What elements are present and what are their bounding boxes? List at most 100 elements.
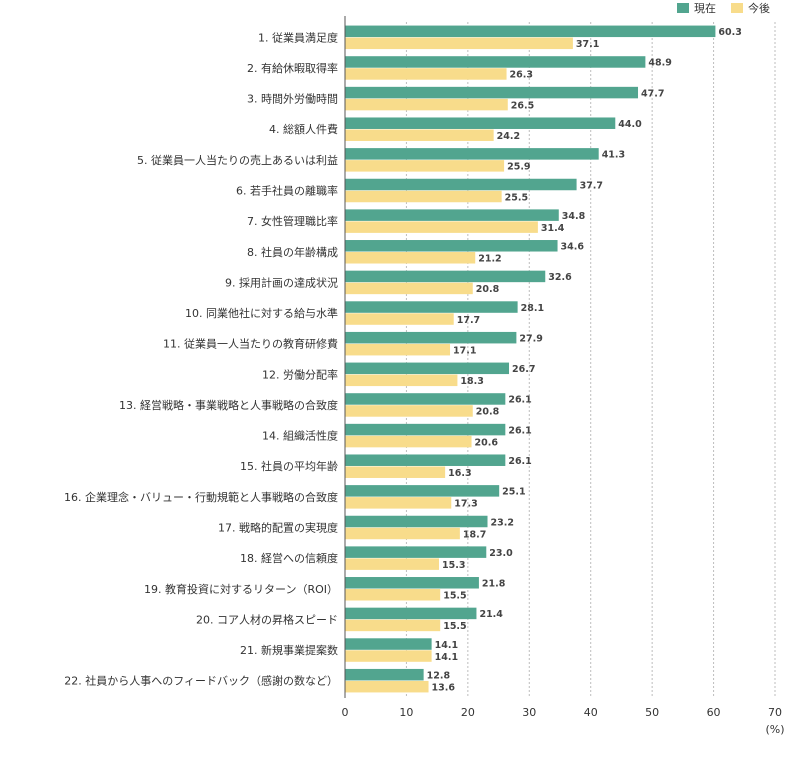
bar-future (345, 68, 507, 80)
legend-swatch (677, 3, 689, 13)
x-tick-label: 70 (768, 706, 782, 719)
x-tick-label: 20 (461, 706, 475, 719)
data-label: 26.3 (510, 70, 533, 81)
data-label: 26.1 (508, 456, 531, 467)
x-axis: 0 10 20 30 40 50 60 70 (%) (342, 16, 785, 736)
bar-future (345, 680, 429, 693)
bar-current (345, 362, 510, 375)
x-tick-label: 60 (707, 706, 721, 719)
x-unit-label: (%) (765, 723, 784, 736)
bar-future (345, 558, 439, 570)
data-label: 14.1 (435, 640, 458, 651)
data-label: 44.0 (618, 119, 642, 130)
category-label: 8. 社員の年齢構成 (247, 245, 338, 259)
bar-current (345, 577, 479, 589)
data-label: 17.3 (454, 499, 477, 510)
bar-current (345, 546, 487, 558)
x-tick-label: 50 (645, 706, 659, 719)
data-label: 26.5 (511, 100, 534, 111)
data-label: 41.3 (602, 150, 625, 161)
data-label: 17.1 (453, 345, 476, 356)
category-label: 10. 同業他社に対する給与水準 (185, 306, 338, 320)
data-label: 25.9 (507, 162, 530, 173)
bar-future (345, 98, 508, 111)
x-tick-label: 0 (342, 706, 349, 719)
bar-future (345, 466, 446, 478)
data-label: 34.6 (561, 242, 585, 253)
bar-future (345, 619, 441, 632)
data-label: 21.8 (482, 579, 506, 590)
bar-current (345, 178, 577, 191)
chart-legend: 現在 今後 (677, 1, 770, 15)
data-label: 27.9 (519, 333, 542, 344)
bar-future (345, 435, 472, 448)
data-label: 20.8 (476, 407, 500, 418)
data-label: 23.2 (491, 517, 514, 528)
x-tick-label: 30 (522, 706, 536, 719)
data-label: 18.7 (463, 529, 486, 540)
bar-current (345, 270, 546, 283)
category-label: 12. 労働分配率 (262, 367, 338, 381)
bar-future (345, 37, 573, 50)
bar-future (345, 129, 494, 141)
data-label: 13.6 (432, 682, 456, 693)
category-label: 7. 女性管理職比率 (247, 214, 338, 228)
data-label: 48.9 (648, 58, 671, 69)
category-label: 9. 採用計画の達成状況 (225, 275, 338, 289)
bar-current (345, 301, 518, 313)
bar-future (345, 589, 441, 601)
category-label: 15. 社員の平均年齢 (240, 459, 338, 473)
category-label: 11. 従業員一人当たりの教育研修費 (163, 337, 338, 351)
bar-current (345, 240, 558, 252)
category-label: 16. 企業理念・バリュー・行動規範と人事戦略の合致度 (64, 490, 338, 504)
bar-future (345, 252, 476, 264)
x-tick-label: 10 (399, 706, 413, 719)
bar-future (345, 282, 473, 295)
data-label: 47.7 (641, 88, 664, 99)
category-labels: 1. 従業員満足度 2. 有給休暇取得率 3. 時間外労働時間 4. 総額人件費 5. … (64, 30, 338, 687)
data-label: 20.8 (476, 284, 500, 295)
bar-current (345, 86, 639, 99)
bar-future (345, 313, 454, 325)
data-label: 18.3 (460, 376, 483, 387)
bar-current (345, 25, 716, 38)
category-label: 19. 教育投資に対するリターン（ROI） (144, 582, 338, 596)
bar-current (345, 331, 517, 344)
bar-current (345, 117, 616, 129)
bar-current (345, 423, 506, 436)
data-label: 15.5 (443, 591, 466, 602)
category-label: 21. 新規事業提案数 (240, 643, 338, 657)
data-label: 20.6 (475, 437, 499, 448)
category-label: 20. コア人材の昇格スピード (196, 612, 338, 626)
category-label: 13. 経営戦略・事業戦略と人事戦略の合致度 (119, 398, 338, 412)
category-label: 4. 総額人件費 (269, 122, 338, 136)
data-label: 31.4 (541, 223, 565, 234)
bar-current (345, 209, 559, 221)
legend-label: 現在 (694, 2, 716, 15)
data-label: 60.3 (718, 27, 741, 38)
bar-current (345, 454, 506, 466)
data-label: 16.3 (448, 468, 471, 479)
data-label: 28.1 (521, 303, 544, 314)
legend-label: 今後 (748, 1, 770, 15)
data-label: 26.7 (512, 364, 535, 375)
data-label: 34.8 (562, 211, 586, 222)
data-label: 26.1 (508, 395, 531, 406)
data-label: 37.1 (576, 39, 599, 50)
bar-future (345, 650, 432, 662)
bar-current (345, 485, 500, 497)
bar-current (345, 56, 646, 68)
data-label: 14.1 (435, 652, 458, 663)
bar-current (345, 515, 488, 528)
data-label: 25.5 (505, 192, 528, 203)
data-label: 37.7 (580, 180, 603, 191)
bar-current (345, 148, 599, 160)
bar-current (345, 607, 477, 620)
category-label: 6. 若手社員の離職率 (236, 184, 338, 198)
value-labels: 60.3 37.1 48.9 26.3 47.7 26.5 44.0 24.2 41.3 25.9… (427, 27, 742, 693)
bar-future (345, 527, 460, 540)
bar-future (345, 343, 451, 356)
category-label: 22. 社員から人事へのフィードバック（感謝の数など） (64, 674, 338, 688)
data-label: 15.3 (442, 560, 465, 571)
data-label: 15.5 (443, 621, 466, 632)
